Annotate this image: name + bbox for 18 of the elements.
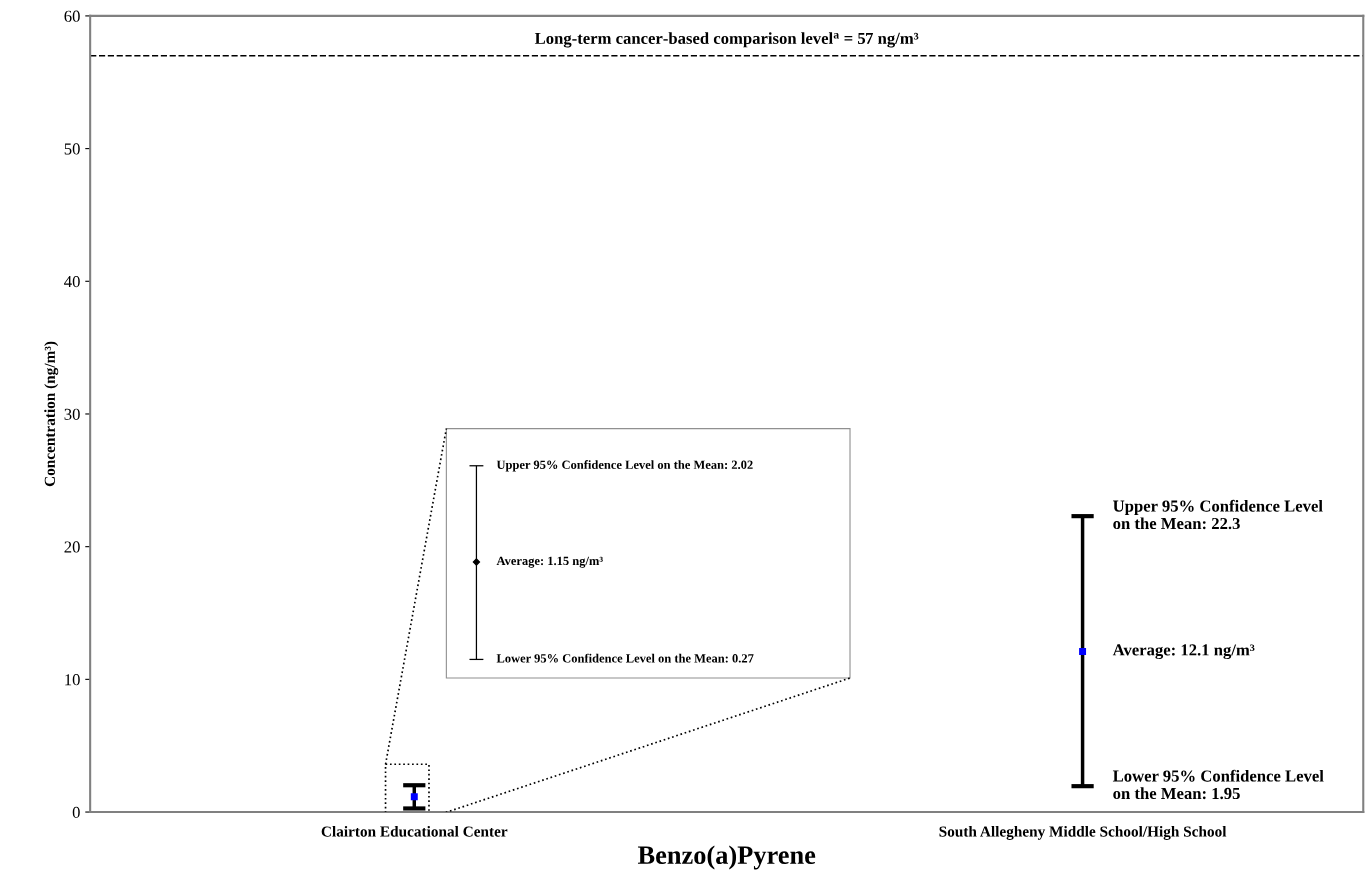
y-tick-label: 0 bbox=[72, 806, 80, 818]
x-tick-label: South Allegheny Middle School/High School bbox=[939, 825, 1227, 840]
annotation: Upper 95% Confidence Level on the Mean: 2.02 bbox=[496, 460, 753, 472]
y-tick-label: 10 bbox=[65, 674, 80, 686]
y-tick-label: 60 bbox=[64, 10, 80, 22]
y-tick-label: 50 bbox=[64, 143, 80, 155]
annotation: Lower 95% Confidence Level on the Mean: 0.27 bbox=[496, 653, 754, 663]
x-tick-label: Clairton Educational Center bbox=[321, 825, 508, 837]
y-tick-label: 20 bbox=[64, 541, 80, 553]
y-tick-label: 30 bbox=[64, 408, 80, 420]
annotation: Average: 1.15 ng/m³ bbox=[496, 556, 603, 568]
annotation: Lower 95% Confidence Level on the Mean: 1.95 bbox=[1112, 769, 1324, 800]
annotation: Average: 12.1 ng/m³ bbox=[1112, 644, 1255, 660]
x-axis-title: Benzo(a)Pyrene bbox=[637, 845, 816, 870]
y-axis-title: Concentration (ng/m³) bbox=[44, 341, 59, 487]
ref-line-label: Long-term cancer-based comparison level$^{a}$ = 57 ng/m³ bbox=[534, 32, 919, 48]
y-tick-label: 40 bbox=[64, 275, 80, 288]
annotation: Upper 95% Confidence Level on the Mean: 22.3 bbox=[1113, 499, 1323, 530]
